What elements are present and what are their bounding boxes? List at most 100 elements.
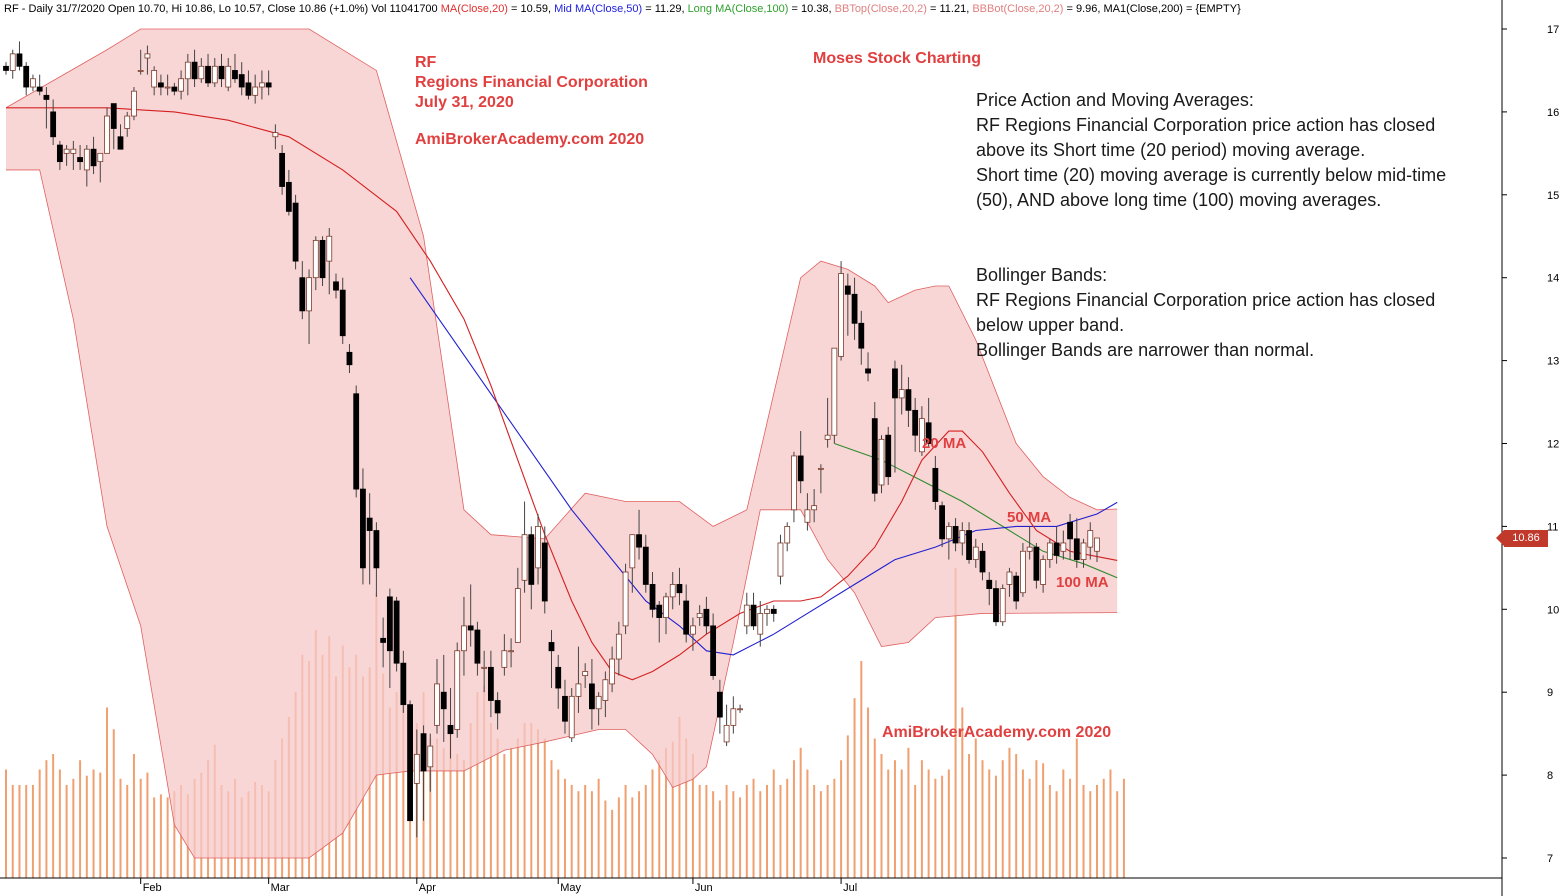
volume-bar — [638, 791, 641, 878]
volume-bar — [11, 785, 14, 878]
candle-body — [285, 181, 292, 212]
annotation-company: Regions Financial Corporation — [415, 74, 648, 91]
candle-body — [1053, 542, 1060, 556]
header-segment: = 10.59, — [508, 3, 554, 15]
candle-body — [191, 61, 198, 80]
candle-body — [279, 152, 286, 187]
volume-bar — [449, 729, 452, 878]
volume-bar — [914, 785, 917, 878]
volume-bar — [537, 729, 540, 878]
candle-body — [171, 86, 178, 92]
volume-bar — [644, 785, 647, 878]
candle-body — [912, 409, 919, 436]
volume-bar — [745, 785, 748, 878]
volume-bar — [752, 778, 755, 878]
candle-body — [386, 596, 393, 652]
candle-body — [400, 662, 407, 706]
commentary-bb-line: below upper band. — [976, 315, 1125, 335]
header-segment: MA(Close,20) — [441, 3, 508, 15]
candle-body — [817, 467, 824, 470]
candle-body — [562, 695, 568, 722]
volume-bar — [1021, 769, 1024, 878]
price-tick-label: 8 — [1547, 770, 1553, 782]
volume-bar — [927, 769, 930, 878]
candle-body — [602, 679, 609, 701]
volume-bar — [92, 769, 95, 878]
candle-body — [117, 136, 124, 150]
candle-body — [104, 115, 110, 154]
candle-body — [50, 111, 57, 138]
candle-body — [413, 753, 420, 784]
volume-bar — [934, 778, 937, 878]
candle-body — [461, 625, 467, 652]
candle-body — [669, 584, 676, 598]
annotation-moses: Moses Stock Charting — [813, 50, 981, 67]
candle-body — [218, 65, 225, 80]
header-segment: BBTop(Close,20,2) — [835, 3, 927, 15]
candle-body — [1020, 550, 1026, 594]
candle-body — [824, 434, 831, 440]
bollinger-top-line — [5, 28, 1118, 540]
candle-body — [366, 517, 373, 531]
candle-body — [259, 82, 265, 88]
candle-body — [43, 94, 50, 100]
annotation-watermark-bottom: AmiBrokerAcademy.com 2020 — [882, 724, 1111, 741]
volume-bar — [570, 785, 573, 878]
candle-body — [380, 637, 387, 643]
volume-bar — [577, 791, 580, 878]
volume-bar — [867, 707, 870, 878]
candle-body — [939, 505, 946, 540]
candle-body — [791, 455, 797, 511]
volume-bar — [873, 738, 876, 878]
price-tick-label: 10 — [1547, 604, 1559, 616]
candle-body — [898, 389, 905, 399]
date-tick-label: Jun — [695, 882, 713, 894]
candle-body — [993, 588, 999, 623]
candle-body — [629, 534, 636, 569]
candle-body — [838, 273, 844, 357]
volume-bar — [1015, 754, 1018, 878]
candle-body — [144, 53, 151, 59]
candle-body — [784, 526, 791, 544]
candle-body — [70, 148, 77, 154]
candle-body — [723, 724, 730, 743]
last-price-tag: 10.86 — [1496, 530, 1548, 547]
volume-bar — [139, 778, 142, 878]
candle-body — [232, 70, 238, 80]
volume-bar — [725, 785, 728, 878]
commentary-bb: Bollinger Bands: RF Regions Financial Co… — [976, 263, 1435, 363]
commentary-ma-line: (50), AND above long time (100) moving a… — [976, 190, 1382, 210]
candle-body — [131, 90, 137, 117]
candle-body — [83, 148, 90, 171]
candle-body — [1094, 537, 1100, 552]
volume-bar — [624, 785, 627, 878]
volume-bar — [516, 738, 519, 878]
candle-body — [312, 239, 319, 279]
candle-body — [245, 82, 252, 96]
candle-body — [1067, 521, 1073, 540]
candle-body — [764, 608, 770, 614]
candle-body — [164, 86, 171, 89]
volume-bar — [106, 707, 109, 878]
candle-body — [1046, 542, 1053, 560]
volume-bar — [1116, 791, 1119, 878]
candle-body — [885, 434, 892, 478]
volume-bar — [132, 754, 135, 878]
candle-body — [339, 289, 346, 337]
candle-body — [151, 70, 158, 88]
volume-bar — [429, 738, 432, 878]
volume-bar — [1055, 791, 1058, 878]
volume-bar — [1082, 785, 1085, 878]
volume-bar — [388, 707, 391, 878]
volume-bar — [631, 797, 634, 878]
candle-body — [97, 152, 104, 163]
candle-body — [393, 600, 400, 664]
candle-body — [932, 467, 939, 502]
date-tick-label: Feb — [143, 882, 162, 894]
candle-body — [1033, 546, 1040, 581]
volume-bar — [732, 791, 735, 878]
volume-bar — [530, 723, 533, 878]
candle-body — [1026, 546, 1033, 552]
price-tick-label: 7 — [1547, 853, 1553, 865]
candle-body — [811, 505, 818, 511]
